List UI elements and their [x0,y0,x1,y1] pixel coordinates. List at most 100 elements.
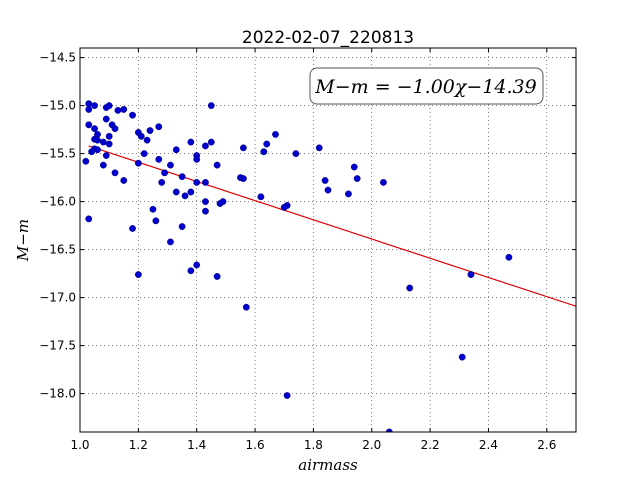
data-point [82,157,90,165]
data-point [260,148,268,156]
data-point [380,178,387,186]
data-point [102,152,110,159]
data-point [324,186,332,194]
fit-annotation: M−m = −1.00χ−14.39 [309,67,544,105]
data-point [283,392,291,399]
x-tick-label: 1.2 [129,438,148,452]
y-axis-label: M−m [14,219,32,262]
x-tick-label: 2.4 [479,438,498,452]
data-point [114,107,122,114]
data-point [505,253,513,261]
data-point [140,150,148,158]
y-tick-label: −18.0 [39,387,76,401]
data-point [242,303,250,311]
data-point [172,188,180,196]
data-point [85,100,93,108]
y-tick-label: −16.0 [39,195,76,209]
data-point [350,163,358,171]
data-point [85,121,93,129]
data-point [292,150,300,158]
data-point [111,125,119,133]
data-point [213,161,221,169]
data-point [111,169,119,177]
x-tick-label: 1.4 [187,438,206,452]
data-point [172,146,180,154]
y-tick-label: −17.5 [39,339,76,353]
data-point [239,144,247,152]
data-point [193,261,201,269]
data-point [187,267,195,275]
x-tick-label: 2.6 [537,438,556,452]
data-point [257,193,265,201]
data-point [187,188,195,196]
x-tick-label: 2.2 [421,438,440,452]
x-tick-label: 1.6 [246,438,265,452]
data-point [99,161,107,169]
data-point [99,138,107,146]
data-point [155,123,163,131]
data-point [161,169,169,177]
data-point [178,223,186,230]
data-point [158,178,166,186]
data-point [85,106,93,113]
data-point [167,238,174,246]
data-point [181,192,189,200]
data-point [167,161,174,169]
data-point [193,155,201,163]
data-point [353,175,361,182]
data-points [82,100,513,432]
y-tick-label: −17.0 [39,291,76,305]
annotation-box [309,67,544,105]
data-point [149,205,157,213]
data-point [146,127,154,134]
data-point [202,207,209,215]
data-point [105,132,113,140]
data-point [94,146,101,154]
data-point [94,136,101,144]
data-point [187,138,195,146]
data-point [155,155,163,163]
data-point [102,104,110,111]
data-point [202,142,209,150]
fit-line [88,145,576,307]
x-tick-label: 1.0 [70,438,89,452]
chart-title: 2022-02-07_220813 [242,28,414,48]
data-point [129,225,136,232]
data-point [102,115,110,123]
plot-area [80,48,576,432]
data-point [207,138,215,146]
annotation-text: M−m = −1.00χ−14.39 [314,76,536,98]
data-point [458,353,466,361]
y-tick-label: −15.0 [39,99,76,113]
data-point [272,130,279,138]
grid-lines [79,48,576,432]
data-point [134,271,142,278]
data-point [85,215,93,223]
data-point [321,177,329,184]
y-tick-label: −15.5 [39,147,76,161]
data-point [406,284,414,292]
x-axis-label: airmass [298,456,358,474]
data-point [467,271,475,278]
data-point [219,198,227,206]
data-point [134,159,142,167]
data-point [105,140,113,148]
data-point [137,132,145,140]
data-point [129,111,136,119]
data-point [207,102,215,110]
plot-frame [79,47,577,433]
x-tick-label: 1.8 [304,438,323,452]
y-tick-label: −16.5 [39,243,76,257]
data-point [263,140,271,148]
data-point [91,102,98,110]
data-point [193,178,201,186]
data-point [88,148,96,156]
data-point [91,125,98,133]
data-point [143,136,151,144]
data-point [178,173,186,181]
data-point [120,177,128,184]
data-point [315,144,323,152]
axis-ticks: 1.0 1.2 1.4 1.6 1.8 2.0 2.2 2.4 2.6 −14.5 −15.0 −15… [39,48,576,452]
data-point [280,203,288,211]
